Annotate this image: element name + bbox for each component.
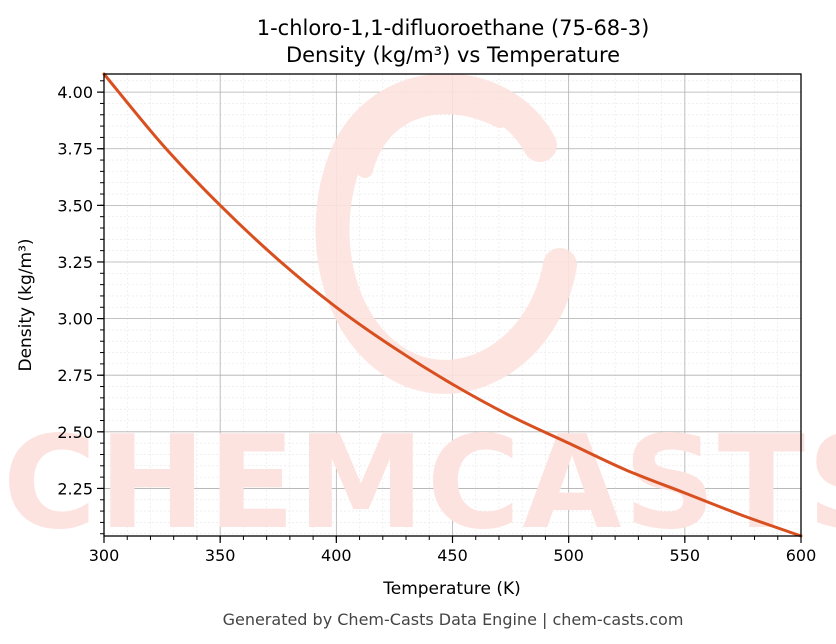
- y-tick-label: 2.75: [57, 366, 93, 385]
- y-axis: 2.25 2.50 2.75 3.00 3.25 3.50 3.75 4.00: [57, 80, 104, 535]
- x-tick-label: 300: [89, 546, 120, 565]
- density-series-line: [102, 72, 803, 538]
- watermark-text: CHEMCASTS: [3, 409, 836, 558]
- y-tick-label: 3.50: [57, 196, 93, 215]
- x-tick-label: 600: [786, 546, 817, 565]
- chart-title-line1: 1-chloro-1,1-difluoroethane (75-68-3): [257, 16, 650, 40]
- y-axis-label: Density (kg/m³): [16, 238, 36, 371]
- footer-credit: Generated by Chem-Casts Data Engine | ch…: [223, 610, 684, 629]
- y-tick-label: 2.25: [57, 479, 93, 498]
- y-tick-label: 3.25: [57, 253, 93, 272]
- x-tick-label: 400: [321, 546, 352, 565]
- x-tick-label: 450: [437, 546, 468, 565]
- y-tick-label: 3.00: [57, 310, 93, 329]
- x-axis-label: Temperature (K): [382, 579, 521, 599]
- x-tick-label: 550: [670, 546, 701, 565]
- x-tick-label: 350: [205, 546, 236, 565]
- y-tick-label: 4.00: [57, 83, 93, 102]
- chart-title-line2: Density (kg/m³) vs Temperature: [286, 43, 620, 67]
- watermark-swirl-icon: [315, 73, 577, 394]
- y-tick-label: 2.50: [57, 423, 93, 442]
- y-tick-label: 3.75: [57, 140, 93, 159]
- series-layer: [102, 72, 803, 538]
- x-tick-label: 500: [553, 546, 584, 565]
- x-axis: 300 350 400 450 500 550 600: [89, 536, 817, 565]
- watermark: CHEMCASTS: [3, 73, 836, 558]
